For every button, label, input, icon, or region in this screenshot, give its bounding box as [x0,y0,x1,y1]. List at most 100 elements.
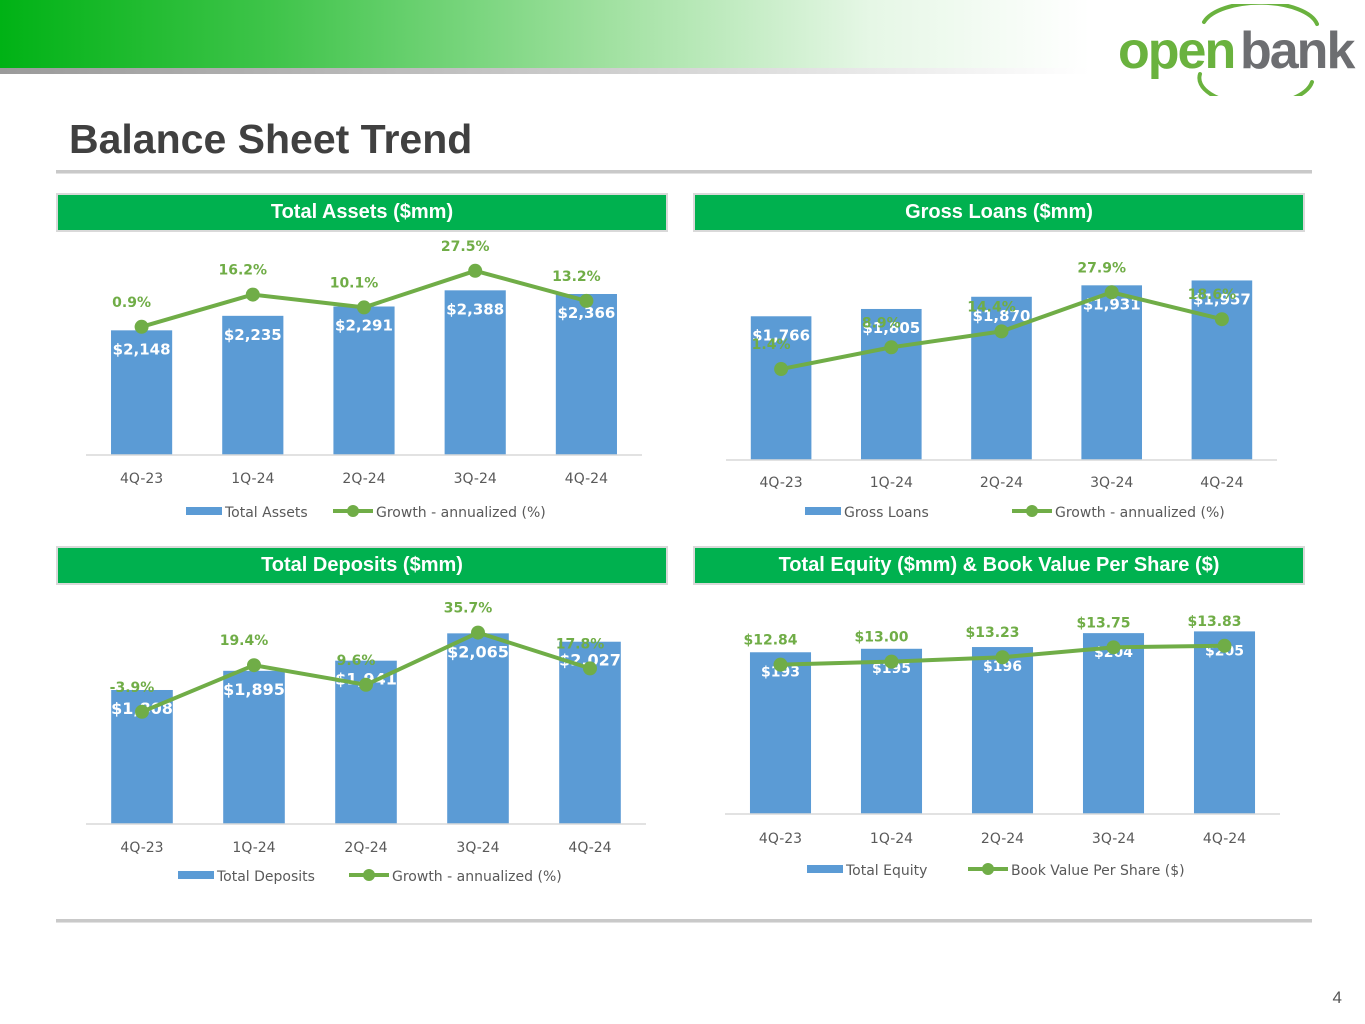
legend-line-label: Growth - annualized (%) [392,869,562,885]
bar-value-label: $2,388 [446,300,504,318]
panel-total-deposits: Total Deposits ($mm) $1,808$1,895$1,941$… [56,546,672,885]
header-bar-shadow [0,68,1090,74]
logo-word-bank: bank [1240,22,1355,80]
line-point [468,263,483,278]
bar-value-label: $1,870 [973,307,1031,325]
line-value-label: 18.6% [1188,287,1237,303]
bar [1193,631,1256,814]
panel-header: Total Assets ($mm) [56,193,668,232]
bar-value-label: $2,235 [224,326,282,344]
line-point [1106,640,1121,655]
bar [447,633,509,824]
line-point [884,654,899,669]
logo-arc-top [1202,4,1319,26]
x-tick-label: 3Q-24 [456,840,499,856]
x-tick-label: 4Q-23 [759,831,802,847]
line-point [995,650,1010,665]
line-value-label: 16.2% [219,263,268,279]
bar [555,294,617,455]
line-point [357,300,371,315]
title-divider [56,170,1312,174]
bar [971,647,1034,814]
x-tick-label: 2Q-24 [981,831,1024,847]
bottom-divider [56,919,1312,923]
line-point [1104,285,1119,300]
line-point [994,324,1009,339]
header-gradient-bar [0,0,1090,68]
legend-line-marker [363,869,375,881]
bar [1191,280,1253,460]
line-point [359,677,373,692]
bar [860,308,922,460]
line-value-label: $13.00 [854,630,908,646]
bar-value-label: $193 [761,664,800,680]
x-tick-label: 1Q-24 [870,831,913,847]
page-number: 4 [1332,988,1342,1007]
line-value-label: 35.7% [444,601,493,617]
total-equity-chart: $193$195$196$204$205$12.84$13.00$13.23$1… [725,614,1280,879]
line-value-label: 8.9% [862,315,901,331]
line-value-label: $12.84 [743,633,797,649]
bar-value-label: $2,291 [335,317,393,335]
line-value-label: 9.6% [337,653,376,669]
bar [1081,285,1143,460]
total-deposits-chart: $1,808$1,895$1,941$2,065$2,027-3.9%19.4%… [86,601,646,885]
x-tick-label: 4Q-23 [120,840,163,856]
legend-line-marker [982,863,994,875]
line-value-label: 27.9% [1077,260,1126,276]
page-title: Balance Sheet Trend [69,116,473,162]
legend-bar-swatch [186,507,222,515]
bar [750,316,812,460]
bar-value-label: $1,766 [752,326,810,344]
line-point [135,704,149,719]
line-value-label: 27.5% [441,239,490,255]
line-point [773,657,788,672]
x-tick-label: 4Q-24 [1200,475,1243,491]
legend-line-label: Book Value Per Share ($) [1011,863,1185,879]
line-value-label: -3.9% [110,680,155,696]
line-value-label: 1.4% [752,337,791,353]
logo-arc-bottom [1197,72,1314,96]
legend-bar-label: Gross Loans [844,505,929,521]
x-tick-label: 2Q-24 [344,840,387,856]
total-assets-chart: $2,148 $2,235 $2,291 $2,388 $2,366 0.9% 16.2% 1… [86,239,642,521]
line-value-label: $13.23 [965,625,1019,641]
openbank-logo: open bank [1118,4,1357,96]
line-value-label: $13.75 [1076,615,1130,631]
x-tick-label: 4Q-24 [565,471,608,487]
x-tick-label: 4Q-23 [760,475,803,491]
bar-value-label: $1,931 [1083,295,1141,313]
bar [1082,633,1145,814]
x-tick-label: 3Q-24 [1092,831,1135,847]
x-tick-label: 2Q-24 [980,475,1023,491]
x-tick-label: 4Q-23 [120,471,163,487]
line-point [884,340,899,355]
x-tick-label: 1Q-24 [870,475,913,491]
x-tick-label: 3Q-24 [1090,475,1133,491]
bar-value-label: $2,065 [447,642,509,661]
legend-bar-label: Total Deposits [216,869,315,885]
line-point [579,293,594,308]
line-value-label: 17.8% [556,636,605,652]
legend-bar-swatch [805,507,841,515]
panel-header: Gross Loans ($mm) [693,193,1305,232]
bar-value-label: $1,957 [1193,290,1251,308]
legend-bar-swatch [178,871,214,879]
line-value-label: 0.9% [112,295,151,311]
line-point [134,319,149,334]
bar-value-label: $2,366 [557,304,615,322]
panel-header: Total Deposits ($mm) [56,546,668,585]
line-point [1214,312,1229,327]
bar [223,670,285,824]
panel-header: Total Equity ($mm) & Book Value Per Shar… [693,546,1305,585]
bar-value-label: $196 [983,659,1022,675]
bar-value-label: $2,148 [113,340,171,358]
legend-line-label: Growth - annualized (%) [1055,505,1225,521]
line-value-label: 14.4% [967,299,1016,315]
bar [749,652,812,814]
x-tick-label: 3Q-24 [454,471,497,487]
line-point [247,658,261,673]
gross-loans-chart: $1,766 $1,805 $1,870 $1,931 $1,957 1.4% 8.9% 14… [726,260,1277,521]
bar-value-label: $195 [872,661,911,677]
legend-line-marker [347,505,359,517]
